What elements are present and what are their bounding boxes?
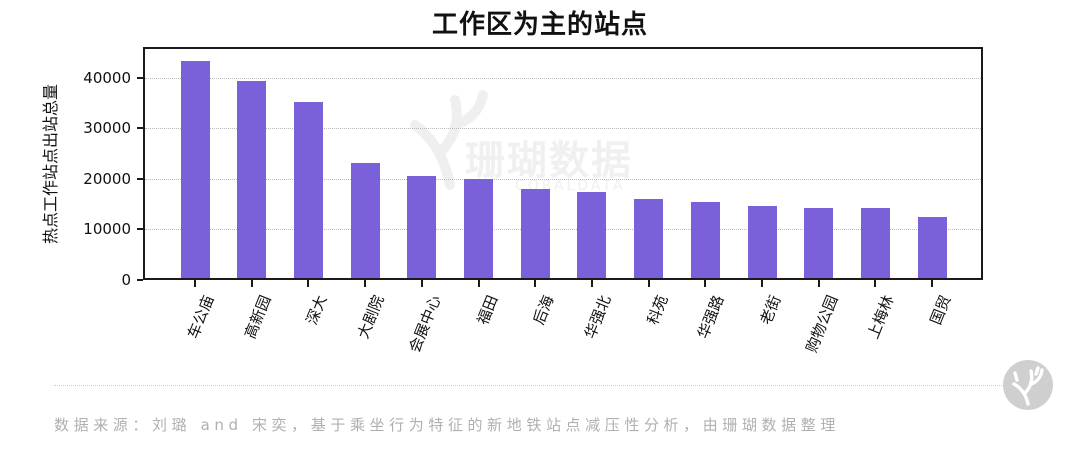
y-tick-label: 20000 <box>83 169 131 188</box>
bar-华强北 <box>577 191 607 278</box>
x-tick-label: 购物公园 <box>802 292 842 356</box>
y-tick <box>137 279 143 281</box>
x-tick <box>931 280 934 287</box>
coral-logo-icon <box>1003 360 1053 410</box>
bar-老街 <box>747 205 777 278</box>
x-tick-label: 上梅林 <box>864 292 898 342</box>
y-tick-label: 40000 <box>83 68 131 87</box>
gridline <box>145 229 981 231</box>
y-tick-label: 0 <box>121 271 131 289</box>
x-tick-label: 后海 <box>529 292 558 328</box>
x-tick <box>874 280 877 287</box>
bar-车公庙 <box>180 61 210 278</box>
x-tick-label: 车公庙 <box>183 292 218 342</box>
y-tick <box>137 177 143 180</box>
x-tick-label: 大剧院 <box>354 292 388 342</box>
bar-福田 <box>464 178 493 278</box>
bar-购物公园 <box>804 207 834 278</box>
x-tick <box>647 280 650 287</box>
x-tick <box>761 280 763 287</box>
gridline <box>145 178 981 180</box>
x-tick-label: 国贸 <box>926 292 955 328</box>
x-tick-label: 华强路 <box>694 292 728 342</box>
x-tick-label: 会展中心 <box>405 292 445 356</box>
x-tick <box>250 280 253 287</box>
x-tick <box>704 280 707 287</box>
chart-title: 工作区为主的站点 <box>431 10 648 40</box>
x-tick <box>307 280 310 287</box>
x-tick-label: 福田 <box>473 292 502 328</box>
bar-华强路 <box>690 201 720 278</box>
data-source-text: 数据来源：刘璐 and 宋奕，基于乘坐行为特征的新地铁站点减压性分析，由珊瑚数据… <box>54 416 840 434</box>
gridline <box>145 77 981 79</box>
x-tick-label: 华强北 <box>580 292 615 342</box>
y-tick <box>137 228 143 231</box>
bar-深大 <box>293 101 323 278</box>
x-tick-label: 深大 <box>303 292 331 328</box>
bar-大剧院 <box>350 163 380 278</box>
bar-上梅林 <box>860 207 890 278</box>
x-tick <box>817 280 820 287</box>
x-tick-label: 高新园 <box>240 292 275 342</box>
y-tick <box>137 127 143 130</box>
y-tick-label: 10000 <box>83 220 131 239</box>
y-tick-label: 30000 <box>83 119 131 138</box>
bar-高新园 <box>237 80 267 278</box>
bar-科苑 <box>634 198 664 278</box>
x-tick <box>590 280 593 287</box>
x-tick <box>420 280 423 287</box>
plot-area <box>137 47 983 287</box>
bar-后海 <box>520 189 550 278</box>
x-tick <box>477 280 480 287</box>
bar-国贸 <box>917 216 947 278</box>
y-tick <box>137 76 143 79</box>
gridline <box>145 128 981 130</box>
x-tick-label: 老街 <box>756 292 785 328</box>
x-tick-label: 科苑 <box>643 292 672 328</box>
x-tick <box>364 280 367 287</box>
x-tick <box>534 280 537 287</box>
footer-divider <box>54 385 1004 386</box>
x-tick <box>194 280 196 287</box>
bar-会展中心 <box>407 175 437 278</box>
